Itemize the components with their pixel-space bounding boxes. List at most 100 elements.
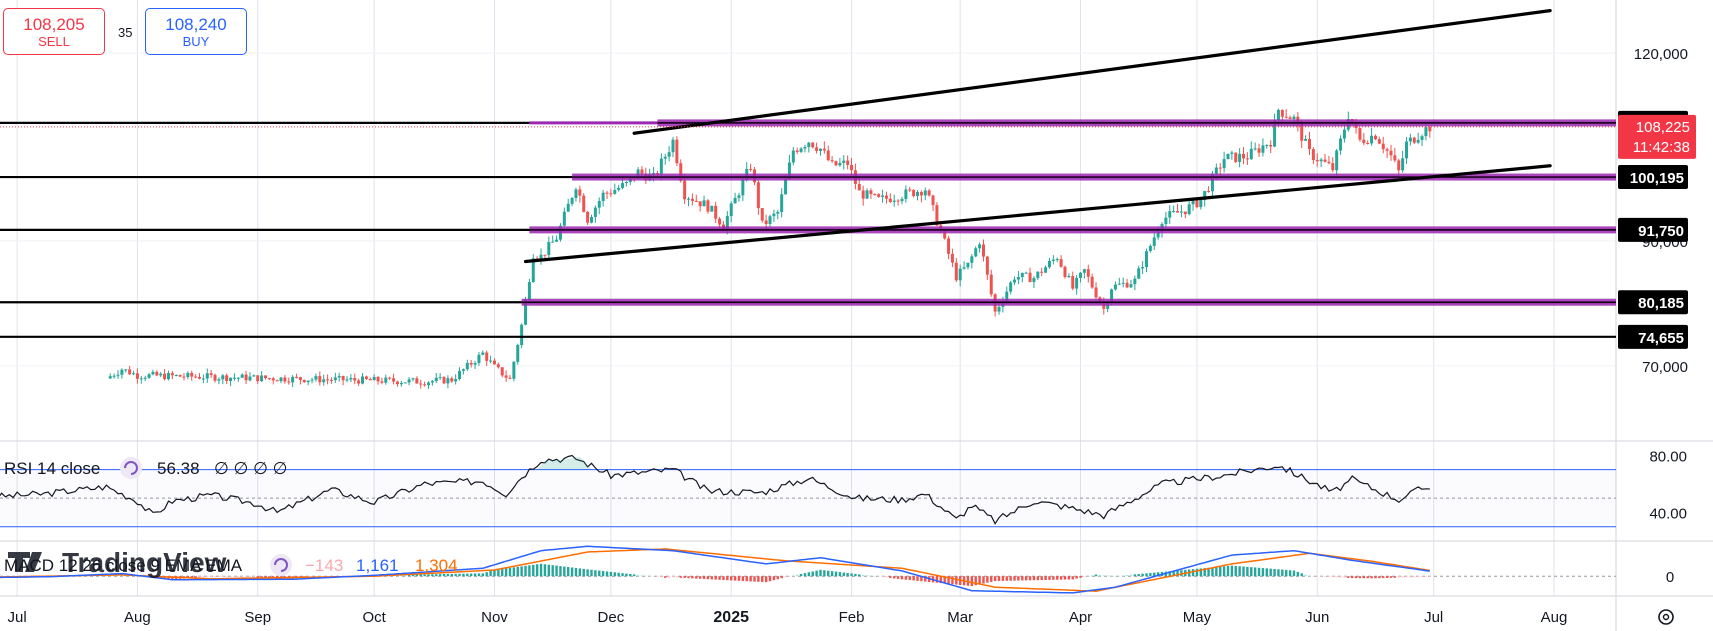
macd-histogram-bar (598, 570, 601, 577)
candle-body (209, 373, 213, 376)
candle-body (838, 162, 842, 166)
candle-body (916, 192, 920, 197)
macd-histogram-bar (535, 564, 539, 577)
candle-body (1288, 117, 1292, 120)
candle-body (1257, 148, 1261, 153)
macd-histogram-bar (943, 576, 946, 584)
candle-body (884, 195, 888, 199)
macd-histogram-bar (1246, 566, 1249, 577)
macd-histogram-bar (714, 576, 717, 580)
trend-line[interactable] (632, 9, 1552, 135)
candle-body (970, 256, 974, 263)
buy-button[interactable]: 108,240 BUY (145, 8, 247, 55)
sell-button[interactable]: 108,205 SELL (3, 8, 105, 55)
macd-histogram-bar (1304, 574, 1307, 577)
candle-body (512, 361, 516, 379)
candle-body (287, 381, 291, 383)
candle-body (912, 190, 916, 197)
macd-histogram-bar (1028, 576, 1032, 581)
candle-body (1051, 259, 1055, 261)
macd-histogram-bar (415, 574, 419, 577)
trend-line[interactable] (523, 164, 1552, 264)
x-tick-label-2025: 2025 (713, 609, 749, 626)
candle-body (170, 373, 174, 376)
candle-body (372, 376, 376, 381)
candle-body (1284, 116, 1288, 118)
macd-histogram-bar (617, 572, 620, 577)
x-tick-label-jul: Jul (1424, 609, 1443, 626)
macd-histogram-bar (823, 570, 826, 577)
candle-body (458, 370, 462, 380)
macd-histogram-bar (543, 564, 547, 577)
macd-histogram-bar (916, 576, 919, 581)
candle-body (454, 379, 458, 382)
candle-body (710, 205, 714, 212)
candle-body (349, 378, 353, 380)
macd-histogram-bar (411, 574, 415, 577)
macd-histogram-bar (652, 576, 655, 577)
macd-histogram-bar (578, 568, 582, 577)
candle-body (415, 378, 419, 384)
macd-histogram-bar (1319, 576, 1323, 577)
macd-histogram-bar (248, 576, 252, 578)
macd-histogram-bar (1335, 576, 1338, 578)
candle-body (846, 160, 850, 165)
candle-body (481, 352, 485, 355)
candle-body (221, 375, 225, 380)
candle-body (881, 195, 885, 197)
sell-price: 108,205 (23, 15, 85, 34)
macd-histogram-bar (1242, 566, 1245, 577)
macd-histogram-bar (858, 574, 861, 577)
candle-body (1036, 271, 1040, 279)
candle-body (403, 382, 407, 384)
candle-body (667, 152, 671, 157)
candle-body (1129, 284, 1133, 288)
candle-body (655, 173, 659, 175)
candle-body (1405, 141, 1409, 159)
candle-body (236, 377, 240, 379)
macd-histogram-bar (1005, 576, 1008, 581)
macd-histogram-bar (1234, 565, 1237, 577)
gear-icon[interactable] (1658, 609, 1674, 625)
macd-histogram-bar (974, 576, 977, 586)
candle-body (818, 148, 822, 151)
candle-body (1152, 237, 1156, 246)
candle-body (962, 267, 966, 269)
candle-body (1090, 276, 1094, 288)
candle-body (1307, 138, 1311, 150)
macd-histogram-bar (605, 571, 609, 577)
candle-body (974, 248, 978, 257)
macd-histogram-bar (1413, 576, 1416, 578)
refresh-cycle-icon[interactable] (270, 554, 292, 576)
candle-body (1075, 277, 1079, 289)
candle-body (640, 169, 644, 174)
candle-body (1148, 245, 1152, 252)
macd-histogram-bar (792, 575, 795, 577)
macd-histogram-bar (1428, 576, 1432, 577)
refresh-cycle-icon[interactable] (120, 457, 142, 479)
macd-histogram-bar (1195, 568, 1199, 577)
candle-body (981, 244, 985, 257)
candle-body (1339, 138, 1343, 151)
rsi-legend-value: 56.38 (157, 459, 200, 478)
candle-body (702, 200, 706, 207)
candle-body (267, 378, 271, 380)
macd-histogram-bar (761, 576, 764, 582)
macd-histogram-bar (1409, 576, 1412, 578)
candle-body (1416, 139, 1420, 143)
candle-body (1094, 287, 1098, 298)
macd-histogram-bar (1281, 569, 1284, 577)
x-tick-label-nov: Nov (481, 609, 508, 626)
candle-body (873, 194, 877, 196)
macd-histogram-bar (1168, 571, 1171, 577)
macd-histogram-bar (1125, 575, 1129, 577)
bar-countdown-label: 11:42:38 (1633, 139, 1690, 156)
macd-histogram-bar (656, 576, 659, 577)
candle-body (850, 164, 854, 171)
candle-body (706, 200, 710, 212)
candle-body (1117, 283, 1121, 285)
candle-body (659, 158, 663, 174)
macd-histogram-bar (1358, 576, 1362, 579)
candle-body (1059, 259, 1063, 267)
